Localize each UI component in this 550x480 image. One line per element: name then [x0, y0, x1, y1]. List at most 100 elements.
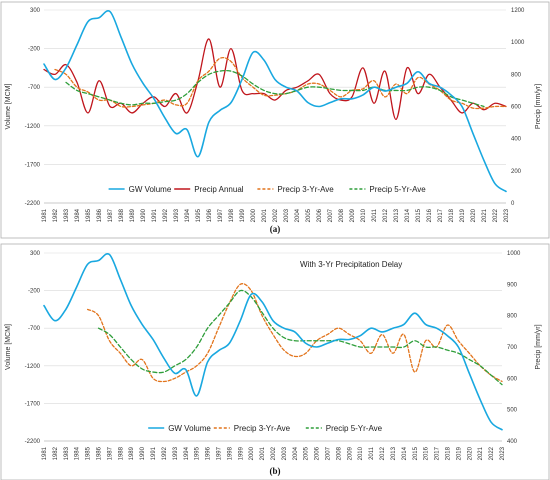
x-tick-label: 1997 — [216, 446, 222, 460]
x-tick-label: 2015 — [416, 208, 422, 222]
x-tick-label: 2002 — [271, 446, 277, 460]
series-line-gw-volume — [43, 252, 503, 431]
y2-tick-label: 600 — [507, 376, 518, 382]
x-tick-label: 2009 — [347, 446, 353, 460]
x-tick-label: 2022 — [493, 208, 499, 222]
y-tick-label: 300 — [30, 8, 41, 14]
x-tick-label: 1995 — [195, 446, 201, 460]
x-tick-label: 1990 — [140, 446, 146, 460]
x-tick-label: 2016 — [427, 208, 433, 222]
x-tick-label: 2019 — [460, 208, 466, 222]
x-tick-label: 2010 — [361, 208, 367, 222]
y2-tick-label: 400 — [507, 439, 518, 445]
x-tick-label: 2004 — [293, 446, 299, 460]
x-tick-label: 1983 — [64, 446, 70, 460]
x-tick-label: 2023 — [500, 446, 506, 460]
x-tick-label: 1984 — [75, 208, 81, 222]
x-tick-label: 2014 — [405, 208, 411, 222]
chart-a: 300 -200 -700 -1200 -1700 -2200 1200 1000 800 600… — [0, 1, 550, 239]
legend-entry: GW Volume — [168, 424, 211, 433]
legend-entry: Precip 5-Yr-Ave — [369, 185, 426, 194]
x-tick-label: 1992 — [162, 446, 168, 460]
x-tick-label: 1998 — [227, 446, 233, 460]
x-tick-label: 2001 — [262, 208, 268, 222]
legend-entry: Precip 3-Yr-Ave — [234, 424, 291, 433]
series-line-gw-volume — [43, 10, 507, 193]
x-tick-label: 2003 — [282, 446, 288, 460]
x-tick-label: 2003 — [284, 208, 290, 222]
x-tick-label: 1991 — [151, 446, 157, 460]
y-axis-label: Volume [MCM] — [5, 324, 12, 370]
x-tick-label: 2005 — [304, 446, 310, 460]
series-line-precip-5-yr-ave — [97, 289, 503, 386]
x-tick-label: 1993 — [174, 208, 180, 222]
x-tick-label: 2021 — [482, 208, 488, 222]
x-tick-label: 1995 — [196, 208, 202, 222]
x-tick-label: 1981 — [42, 208, 48, 222]
x-tick-label: 2015 — [413, 446, 419, 460]
x-tick-label: 1994 — [184, 446, 190, 460]
x-tick-label: 1987 — [107, 446, 113, 460]
x-tick-label: 1996 — [207, 208, 213, 222]
x-tick-label: 1985 — [86, 446, 92, 460]
x-tick-label: 2001 — [260, 446, 266, 460]
panel-caption: (a) — [270, 224, 281, 234]
x-tick-label: 1982 — [53, 446, 59, 460]
y2-tick-label: 600 — [511, 105, 522, 111]
x-tick-label: 2017 — [438, 208, 444, 222]
x-tick-label: 2008 — [336, 446, 342, 460]
legend-entry: Precip 3-Yr-Ave — [277, 185, 334, 194]
x-tick-label: 1986 — [97, 446, 103, 460]
series-line-precip-3-yr-ave — [86, 283, 503, 383]
x-tick-label: 2000 — [249, 446, 255, 460]
x-tick-label: 2018 — [445, 446, 451, 460]
x-tick-label: 2008 — [339, 208, 345, 222]
x-tick-label: 2020 — [471, 208, 477, 222]
x-tick-label: 1986 — [97, 208, 103, 222]
chart-frame — [0, 1, 550, 239]
y-tick-label: -700 — [28, 326, 41, 332]
x-tick-label: 2006 — [317, 208, 323, 222]
x-tick-label: 1981 — [42, 446, 48, 460]
x-tick-label: 1996 — [206, 446, 212, 460]
y-tick-label: -1700 — [25, 401, 41, 407]
x-tick-label: 2006 — [315, 446, 321, 460]
y-tick-label: -1200 — [25, 124, 41, 130]
x-tick-label: 2013 — [394, 208, 400, 222]
x-tick-label: 1984 — [75, 446, 81, 460]
legend-entry: Precip Annual — [194, 185, 244, 194]
x-tick-label: 2007 — [326, 446, 332, 460]
y-tick-label: 300 — [30, 251, 41, 257]
x-tick-label: 1989 — [129, 446, 135, 460]
x-tick-label: 1999 — [238, 446, 244, 460]
x-tick-label: 1993 — [173, 446, 179, 460]
y-tick-label: -200 — [28, 289, 41, 295]
x-tick-label: 2002 — [273, 208, 279, 222]
x-tick-label: 2012 — [380, 446, 386, 460]
x-tick-label: 1982 — [53, 208, 59, 222]
y2-tick-label: 1000 — [507, 251, 521, 257]
y2-tick-label: 500 — [507, 408, 518, 414]
y-tick-label: -700 — [28, 85, 41, 91]
x-tick-label: 1983 — [64, 208, 70, 222]
chart-b: 300 -200 -700 -1200 -1700 -2200 1000 900 800 700 6… — [0, 243, 550, 480]
x-tick-label: 2010 — [358, 446, 364, 460]
x-tick-label: 2013 — [391, 446, 397, 460]
legend-entry: GW Volume — [129, 185, 172, 194]
y-tick-label: -1700 — [25, 162, 41, 168]
y2-tick-label: 800 — [511, 72, 522, 78]
x-tick-label: 2016 — [424, 446, 430, 460]
x-tick-label: 2014 — [402, 446, 408, 460]
x-tick-label: 1994 — [185, 208, 191, 222]
x-tick-label: 1990 — [141, 208, 147, 222]
x-tick-label: 2004 — [295, 208, 301, 222]
y2-tick-label: 1200 — [511, 8, 525, 14]
x-tick-label: 2009 — [350, 208, 356, 222]
x-tick-label: 2023 — [504, 208, 510, 222]
x-tick-label: 2011 — [372, 208, 378, 222]
y-tick-label: -200 — [28, 47, 41, 53]
series-line-precip-5-yr-ave — [65, 69, 485, 108]
x-tick-label: 1988 — [118, 446, 124, 460]
x-tick-label: 2000 — [251, 208, 257, 222]
x-tick-label: 1992 — [163, 208, 169, 222]
